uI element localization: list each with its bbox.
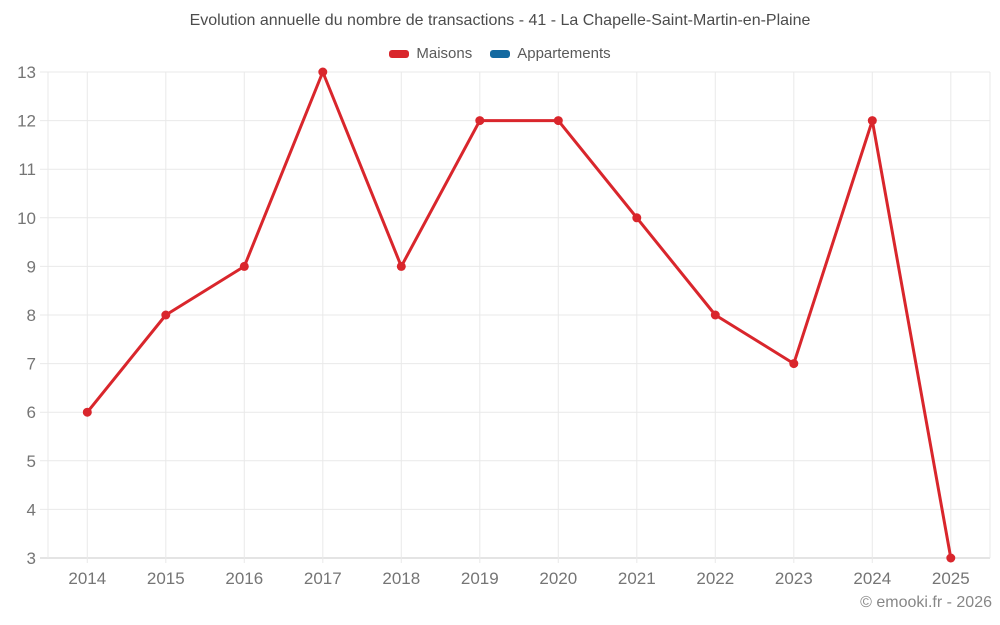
data-point[interactable] — [867, 116, 877, 126]
data-point[interactable] — [161, 310, 171, 320]
appartements-series-swatch-icon — [490, 49, 511, 58]
data-point[interactable] — [239, 261, 249, 271]
x-tick-label: 2015 — [147, 569, 185, 588]
data-point[interactable] — [632, 213, 642, 223]
data-point[interactable] — [710, 310, 720, 320]
y-tick-label: 8 — [27, 306, 36, 325]
x-tick-label: 2019 — [461, 569, 499, 588]
y-tick-label: 13 — [17, 63, 36, 82]
chart-legend: Maisons Appartements — [0, 45, 1000, 62]
data-point[interactable] — [789, 359, 799, 369]
y-tick-label: 5 — [27, 452, 36, 471]
watermark: © emooki.fr - 2026 — [860, 594, 992, 611]
y-tick-label: 9 — [27, 257, 36, 276]
maisons-series-swatch-icon — [389, 49, 410, 58]
x-tick-label: 2014 — [68, 569, 106, 588]
data-point[interactable] — [396, 261, 406, 271]
legend-label-appartements: Appartements — [517, 45, 611, 62]
y-tick-label: 6 — [27, 403, 36, 422]
x-tick-label: 2025 — [932, 569, 970, 588]
chart-title: Evolution annuelle du nombre de transact… — [189, 12, 811, 29]
y-tick-label: 10 — [17, 209, 36, 228]
x-tick-label: 2020 — [539, 569, 577, 588]
x-tick-label: 2024 — [853, 569, 891, 588]
data-point[interactable] — [318, 67, 328, 77]
y-tick-label: 12 — [17, 112, 36, 131]
x-tick-label: 2022 — [696, 569, 734, 588]
data-point[interactable] — [946, 553, 956, 563]
y-tick-label: 7 — [27, 355, 36, 374]
x-tick-label: 2016 — [225, 569, 263, 588]
data-point[interactable] — [475, 116, 485, 126]
x-tick-label: 2023 — [775, 569, 813, 588]
data-point[interactable] — [553, 116, 563, 126]
series-line-maisons — [85, 70, 953, 560]
y-tick-label: 4 — [27, 500, 36, 519]
legend-item-maisons[interactable]: Maisons — [389, 45, 472, 62]
y-tick-label: 11 — [18, 160, 36, 179]
y-tick-label: 3 — [27, 549, 36, 568]
legend-label-maisons: Maisons — [416, 45, 473, 62]
x-tick-label: 2021 — [618, 569, 656, 588]
legend-item-appartements[interactable]: Appartements — [490, 45, 611, 62]
data-point[interactable] — [82, 407, 92, 417]
x-tick-label: 2017 — [304, 569, 342, 588]
x-tick-label: 2018 — [382, 569, 420, 588]
